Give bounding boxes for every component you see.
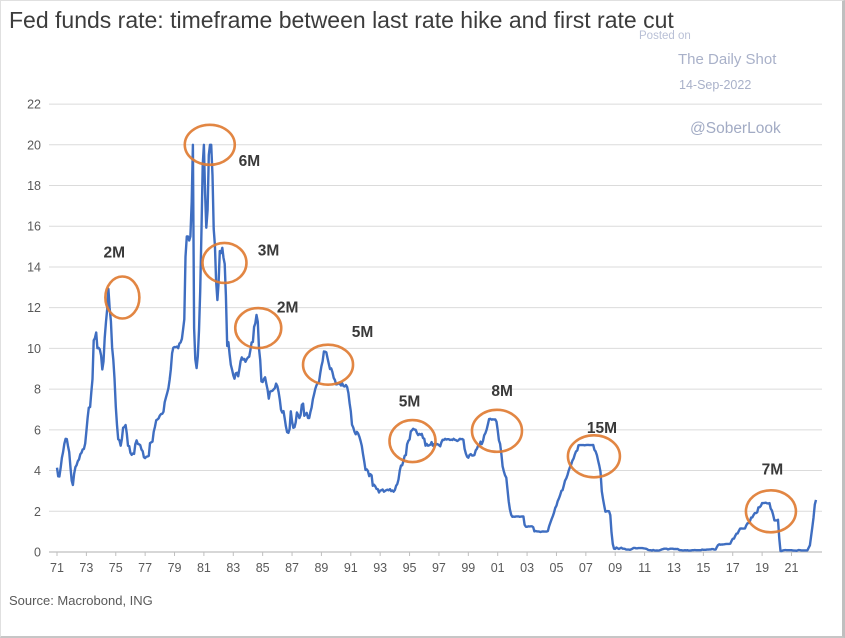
chart-title: Fed funds rate: timeframe between last r… — [9, 7, 674, 33]
annotation-circle — [470, 408, 524, 454]
y-axis-tick-label: 16 — [27, 220, 41, 234]
x-axis-tick-label: 97 — [432, 561, 446, 575]
x-axis-tick-label: 11 — [638, 561, 651, 575]
y-axis-tick-label: 20 — [27, 138, 41, 152]
y-axis-tick-label: 8 — [34, 383, 41, 397]
x-axis-tick-label: 01 — [491, 561, 505, 575]
annotation-circle — [301, 343, 355, 386]
x-axis-tick-label: 91 — [344, 561, 358, 575]
y-axis-tick-label: 18 — [27, 179, 41, 193]
annotation-label: 5M — [352, 324, 374, 341]
y-axis-tick-label: 2 — [34, 505, 41, 519]
x-axis-tick-label: 03 — [520, 561, 534, 575]
x-axis-tick-label: 87 — [285, 561, 299, 575]
x-axis-tick-label: 81 — [197, 561, 211, 575]
x-axis-tick-label: 85 — [256, 561, 270, 575]
x-axis-tick-label: 07 — [579, 561, 593, 575]
annotation-label: 2M — [104, 245, 126, 262]
x-axis-tick-label: 95 — [403, 561, 417, 575]
x-axis-tick-label: 75 — [109, 561, 123, 575]
annotation-circle — [566, 434, 622, 479]
annotation-label: 7M — [762, 462, 784, 479]
x-axis-tick-label: 13 — [667, 561, 681, 575]
x-axis-tick-label: 19 — [755, 561, 769, 575]
annotation-circle — [183, 123, 237, 167]
annotation-label: 2M — [277, 300, 299, 317]
y-axis-tick-label: 14 — [27, 260, 41, 274]
annotation-circle — [233, 306, 283, 350]
x-axis-tick-label: 73 — [79, 561, 93, 575]
watermark-site-name: The Daily Shot — [678, 51, 777, 68]
x-axis-tick-label: 17 — [726, 561, 740, 575]
annotation-circle — [744, 488, 798, 534]
annotation-circle — [388, 418, 437, 464]
x-axis-tick-label: 83 — [226, 561, 240, 575]
x-axis-tick-label: 79 — [168, 561, 182, 575]
annotation-circle — [201, 241, 248, 285]
y-axis-tick-label: 12 — [27, 301, 41, 315]
annotation-label: 6M — [239, 153, 261, 170]
annotation-label: 8M — [491, 383, 513, 400]
annotation-label: 5M — [399, 393, 421, 410]
annotation-circle — [104, 275, 141, 320]
x-axis-tick-label: 93 — [373, 561, 387, 575]
x-axis-tick-label: 99 — [461, 561, 475, 575]
watermark-twitter-handle: @SoberLook — [690, 120, 781, 137]
watermark-posted-on: Posted on — [639, 30, 691, 42]
x-axis-tick-label: 05 — [550, 561, 564, 575]
x-axis-tick-label: 89 — [314, 561, 328, 575]
y-axis-tick-label: 6 — [34, 423, 41, 437]
x-axis-tick-label: 09 — [608, 561, 622, 575]
annotation-label: 3M — [258, 243, 280, 260]
watermark-date: 14-Sep-2022 — [679, 78, 752, 92]
annotation-label: 15M — [587, 420, 617, 437]
y-axis-tick-label: 22 — [27, 98, 41, 112]
source-note: Source: Macrobond, ING — [9, 593, 153, 608]
y-axis-tick-label: 10 — [27, 342, 41, 356]
y-axis-tick-label: 4 — [34, 464, 41, 478]
x-axis-tick-label: 71 — [50, 561, 64, 575]
x-axis-tick-label: 21 — [785, 561, 799, 575]
x-axis-tick-label: 77 — [138, 561, 152, 575]
y-axis-tick-label: 0 — [34, 546, 41, 560]
x-axis-tick-label: 15 — [696, 561, 710, 575]
